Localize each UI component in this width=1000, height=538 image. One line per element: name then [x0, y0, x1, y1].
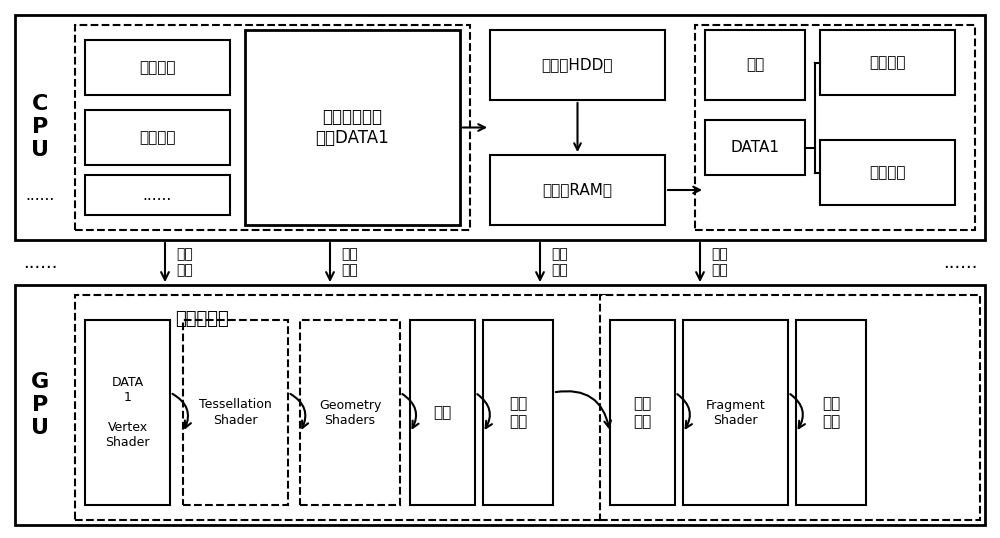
Text: 渲染
命令: 渲染 命令 [712, 247, 728, 278]
Bar [683, 320, 788, 505]
Bar [610, 320, 675, 505]
Bar [820, 140, 955, 205]
Bar [705, 30, 805, 100]
Text: C
P
U: C P U [31, 94, 49, 160]
Text: Tessellation
Shader: Tessellation Shader [199, 399, 272, 427]
Text: ......: ...... [25, 188, 55, 202]
Text: ......: ...... [143, 188, 172, 202]
Text: 所有生产逻辑
数据DATA1: 所有生产逻辑 数据DATA1 [316, 108, 389, 147]
Bar [410, 320, 475, 505]
Text: 屏幕
映射: 屏幕 映射 [509, 397, 527, 429]
Bar [15, 15, 985, 240]
Text: 渲染
命令: 渲染 命令 [342, 247, 358, 278]
Bar [75, 25, 470, 230]
Text: 显存: 显存 [746, 58, 764, 73]
Text: 扫描
转换: 扫描 转换 [633, 397, 652, 429]
Text: ......: ...... [23, 253, 57, 272]
Text: 裁剪: 裁剪 [433, 405, 452, 420]
Bar [300, 320, 400, 505]
Bar [85, 175, 230, 215]
Text: 渲染
命令: 渲染 命令 [177, 247, 193, 278]
Text: 渲染状态: 渲染状态 [869, 165, 906, 180]
Bar [183, 320, 288, 505]
Text: 渲染
命令: 渲染 命令 [552, 247, 568, 278]
Bar [490, 30, 665, 100]
Bar [483, 320, 553, 505]
Bar [705, 120, 805, 175]
Text: 纹理信息: 纹理信息 [139, 130, 176, 145]
Text: ......: ...... [943, 253, 977, 272]
Text: DATA
1

Vertex
Shader: DATA 1 Vertex Shader [105, 376, 150, 449]
Bar [85, 320, 170, 505]
Text: Geometry
Shaders: Geometry Shaders [319, 399, 381, 427]
Bar [796, 320, 866, 505]
Bar [490, 155, 665, 225]
Text: 磁盘（HDD）: 磁盘（HDD） [542, 58, 613, 73]
Bar [75, 295, 605, 520]
Text: 内存（RAM）: 内存（RAM） [542, 182, 612, 197]
Bar [820, 30, 955, 95]
Text: 顶点数据: 顶点数据 [869, 55, 906, 70]
Bar [85, 110, 230, 165]
Text: 着色器编码: 着色器编码 [175, 310, 229, 328]
Bar [600, 295, 980, 520]
Text: DATA1: DATA1 [730, 140, 780, 155]
Text: 网格信息: 网格信息 [139, 60, 176, 75]
Bar [15, 285, 985, 525]
Text: 输出
合并: 输出 合并 [822, 397, 840, 429]
Bar [245, 30, 460, 225]
Bar [85, 40, 230, 95]
Bar [695, 25, 975, 230]
Text: G
P
U: G P U [31, 372, 49, 438]
Text: Fragment
Shader: Fragment Shader [706, 399, 765, 427]
